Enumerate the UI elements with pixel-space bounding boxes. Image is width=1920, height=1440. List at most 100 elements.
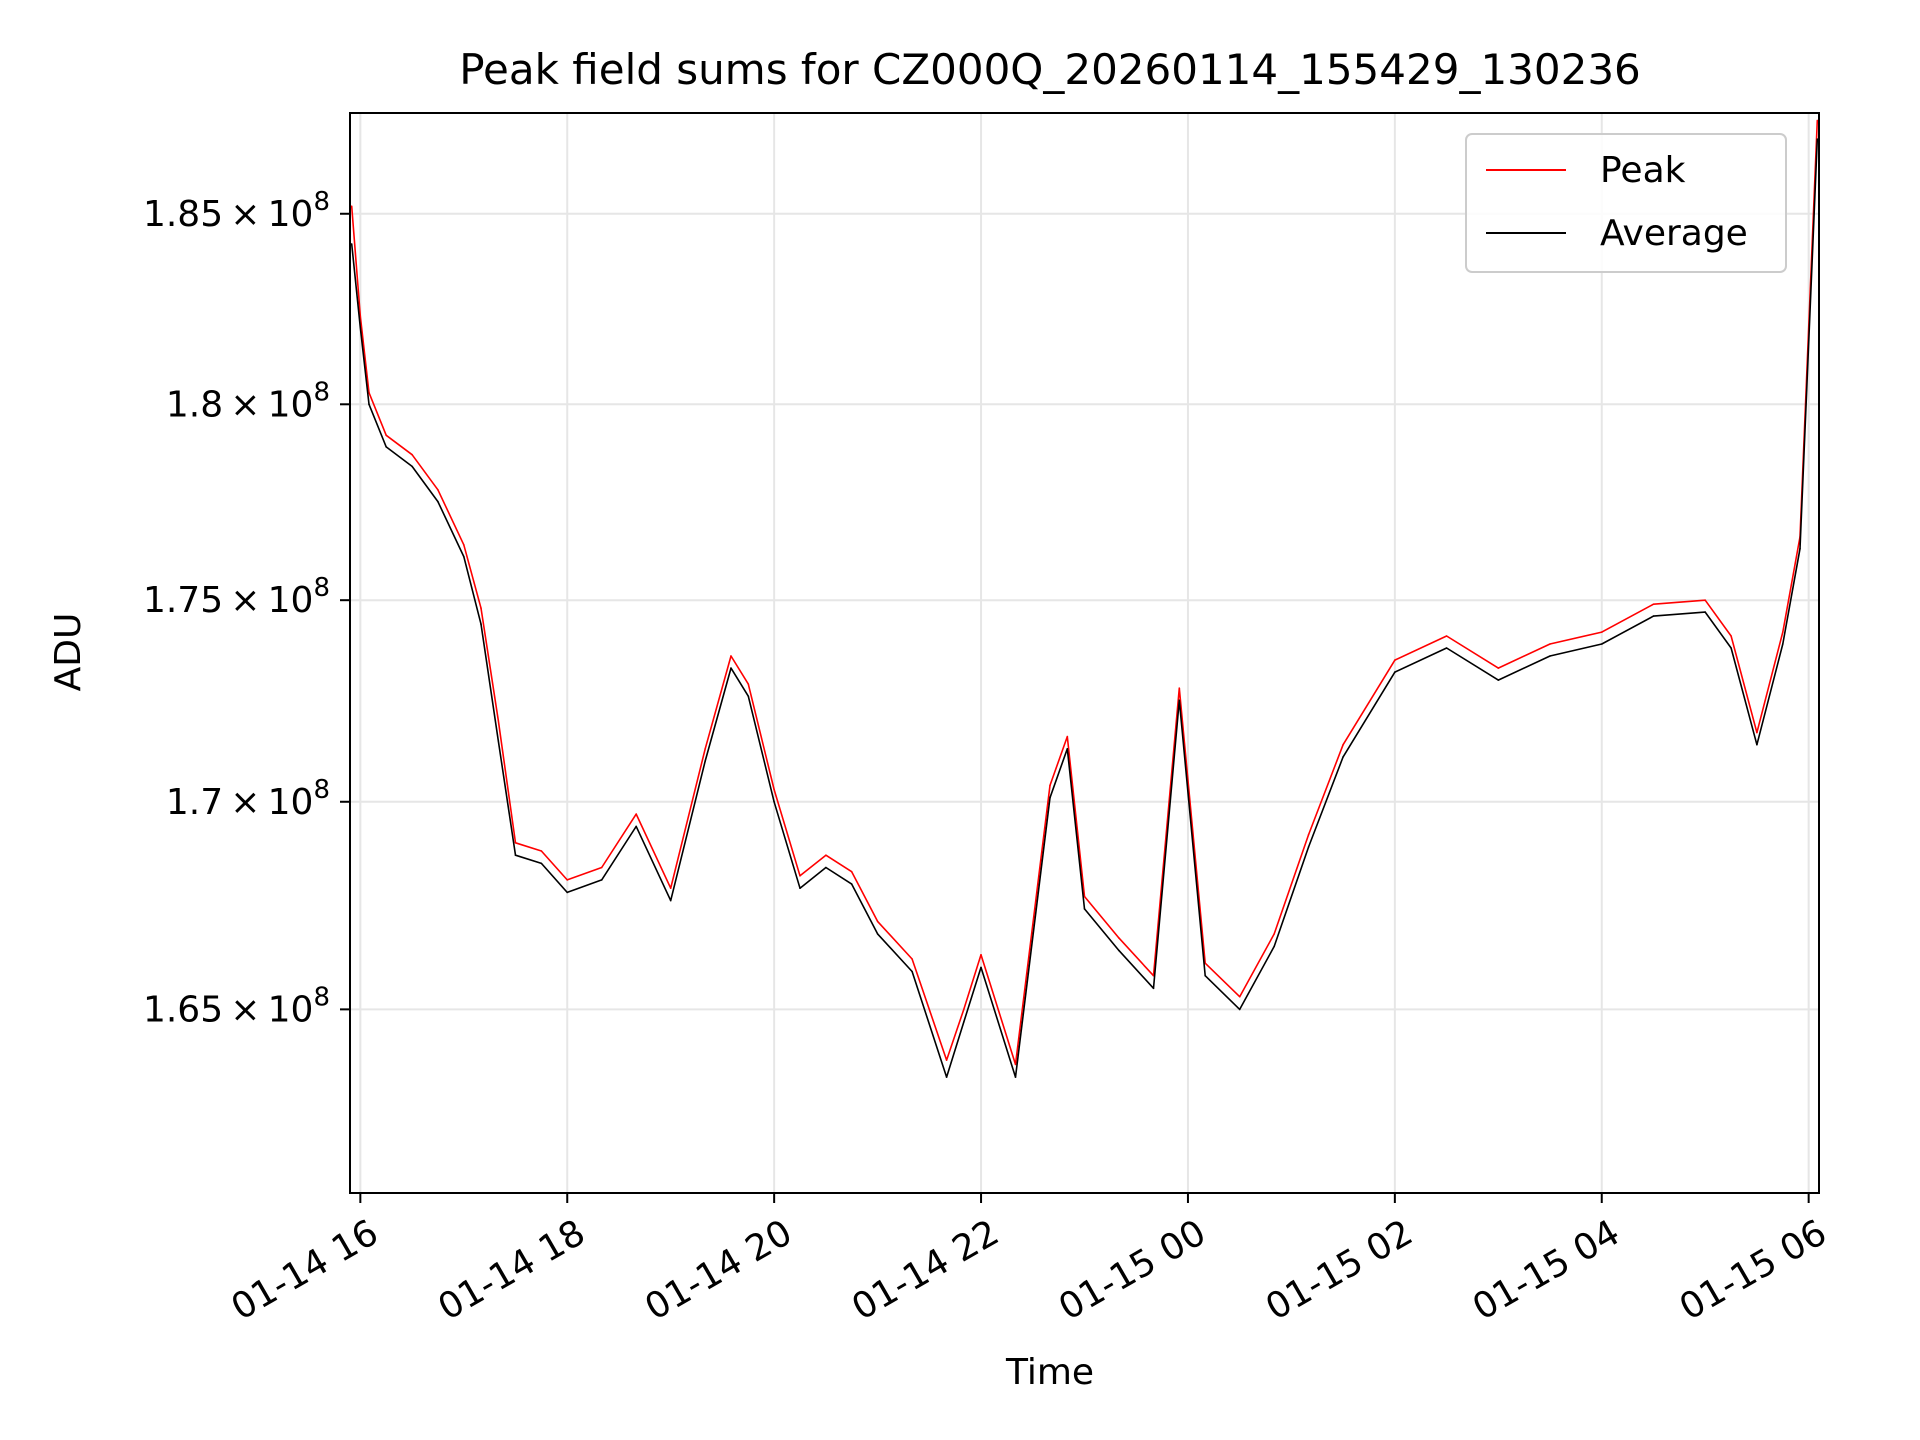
- data-point-peak: [514, 842, 517, 844]
- data-point-peak: [1816, 119, 1819, 122]
- data-point-average: [1652, 615, 1655, 617]
- data-point-average: [1204, 974, 1206, 977]
- y-tick-label: 1.75 × 108: [143, 573, 330, 621]
- legend-box: [1465, 133, 1787, 273]
- data-point-peak: [1652, 603, 1655, 605]
- data-point-average: [1799, 547, 1801, 550]
- data-point-peak: [1238, 995, 1241, 998]
- data-point-average: [1601, 643, 1603, 645]
- data-point-average: [463, 555, 465, 558]
- y-tick-label: 1.7 × 108: [166, 775, 330, 823]
- data-point-average: [350, 243, 353, 245]
- data-point-peak: [1756, 731, 1758, 734]
- data-point-average: [963, 1021, 965, 1023]
- data-point-average: [1782, 643, 1784, 645]
- data-point-peak: [799, 875, 801, 877]
- y-tick-label: 1.85 × 108: [143, 187, 330, 235]
- data-point-peak: [1307, 833, 1310, 836]
- data-point-average: [1730, 647, 1732, 649]
- data-point-average: [1816, 138, 1819, 140]
- data-point-peak: [850, 870, 853, 873]
- data-point-peak: [566, 879, 568, 881]
- chart-title: Peak field sums for CZ000Q_20260114_1554…: [459, 45, 1641, 94]
- data-point-average: [1049, 796, 1051, 799]
- data-point-peak: [411, 453, 413, 456]
- data-point-peak: [911, 958, 913, 960]
- data-point-peak: [1730, 635, 1732, 637]
- data-point-average: [1083, 908, 1086, 910]
- y-axis: 1.65 × 108 1.7 × 108 1.75 × 108 1.8 × 108 1.…: [143, 187, 350, 1030]
- legend-label-average: Average: [1600, 213, 1748, 254]
- x-axis-label: Time: [1005, 1352, 1094, 1393]
- data-point-peak: [1273, 933, 1275, 935]
- data-point-peak: [945, 1059, 948, 1061]
- data-point-average: [850, 883, 853, 885]
- y-tick-label: 1.65 × 108: [143, 982, 330, 1030]
- data-point-average: [669, 899, 672, 902]
- data-point-peak: [350, 205, 353, 207]
- data-point-peak: [1049, 784, 1051, 787]
- data-point-average: [635, 825, 637, 828]
- data-point-average: [1118, 949, 1120, 952]
- data-point-peak: [635, 813, 637, 815]
- data-point-average: [566, 891, 568, 894]
- data-point-average: [1704, 611, 1706, 613]
- data-point-peak: [437, 489, 439, 491]
- data-point-peak: [669, 887, 672, 889]
- data-point-average: [730, 667, 732, 669]
- data-point-average: [497, 739, 500, 742]
- data-point-peak: [1066, 735, 1069, 738]
- data-point-average: [825, 866, 827, 869]
- data-point-average: [799, 887, 801, 889]
- data-point-peak: [730, 655, 732, 657]
- plot-area-frame: [349, 112, 1820, 1194]
- data-point-average: [1549, 655, 1551, 657]
- data-point-average: [1497, 679, 1500, 681]
- data-point-average: [1445, 647, 1448, 649]
- data-point-average: [1394, 671, 1396, 673]
- data-point-average: [980, 966, 982, 969]
- y-axis-label: ADU: [48, 613, 89, 692]
- data-point-average: [1178, 699, 1181, 702]
- data-point-average: [747, 695, 750, 697]
- data-point-peak: [463, 544, 465, 546]
- data-point-average: [1756, 743, 1758, 746]
- data-point-average: [385, 446, 388, 448]
- data-point-average: [411, 465, 413, 468]
- data-point-peak: [1782, 631, 1784, 633]
- data-point-peak: [1394, 659, 1396, 661]
- data-point-average: [368, 403, 370, 406]
- data-point-peak: [1601, 631, 1603, 633]
- data-point-peak: [385, 434, 388, 437]
- data-point-peak: [1704, 599, 1706, 601]
- data-point-peak: [825, 854, 827, 856]
- data-point-peak: [1118, 937, 1120, 939]
- data-point-peak: [704, 748, 706, 750]
- data-point-peak: [876, 920, 879, 923]
- data-point-average: [1273, 945, 1275, 948]
- gridlines: [350, 113, 1819, 1193]
- data-point-peak: [480, 607, 482, 609]
- data-point-average: [437, 500, 439, 503]
- data-point-peak: [1178, 687, 1181, 689]
- data-point-average: [514, 854, 517, 856]
- series-lines: [350, 119, 1819, 1078]
- data-point-peak: [1445, 635, 1448, 637]
- data-point-average: [773, 801, 775, 803]
- data-point-average: [359, 326, 362, 329]
- data-point-peak: [368, 391, 370, 394]
- data-point-average: [1238, 1008, 1241, 1011]
- data-point-average: [1014, 1076, 1017, 1078]
- data-point-peak: [540, 850, 543, 852]
- data-point-average: [911, 970, 913, 973]
- y-tick-label: 1.8 × 108: [166, 377, 330, 425]
- data-point-peak: [980, 954, 982, 956]
- data-point-average: [480, 623, 482, 625]
- data-point-average: [1342, 756, 1344, 758]
- data-point-peak: [747, 683, 750, 685]
- data-point-peak: [773, 788, 775, 791]
- data-point-average: [1307, 846, 1310, 848]
- data-point-peak: [1549, 643, 1551, 645]
- data-point-average: [1152, 987, 1155, 990]
